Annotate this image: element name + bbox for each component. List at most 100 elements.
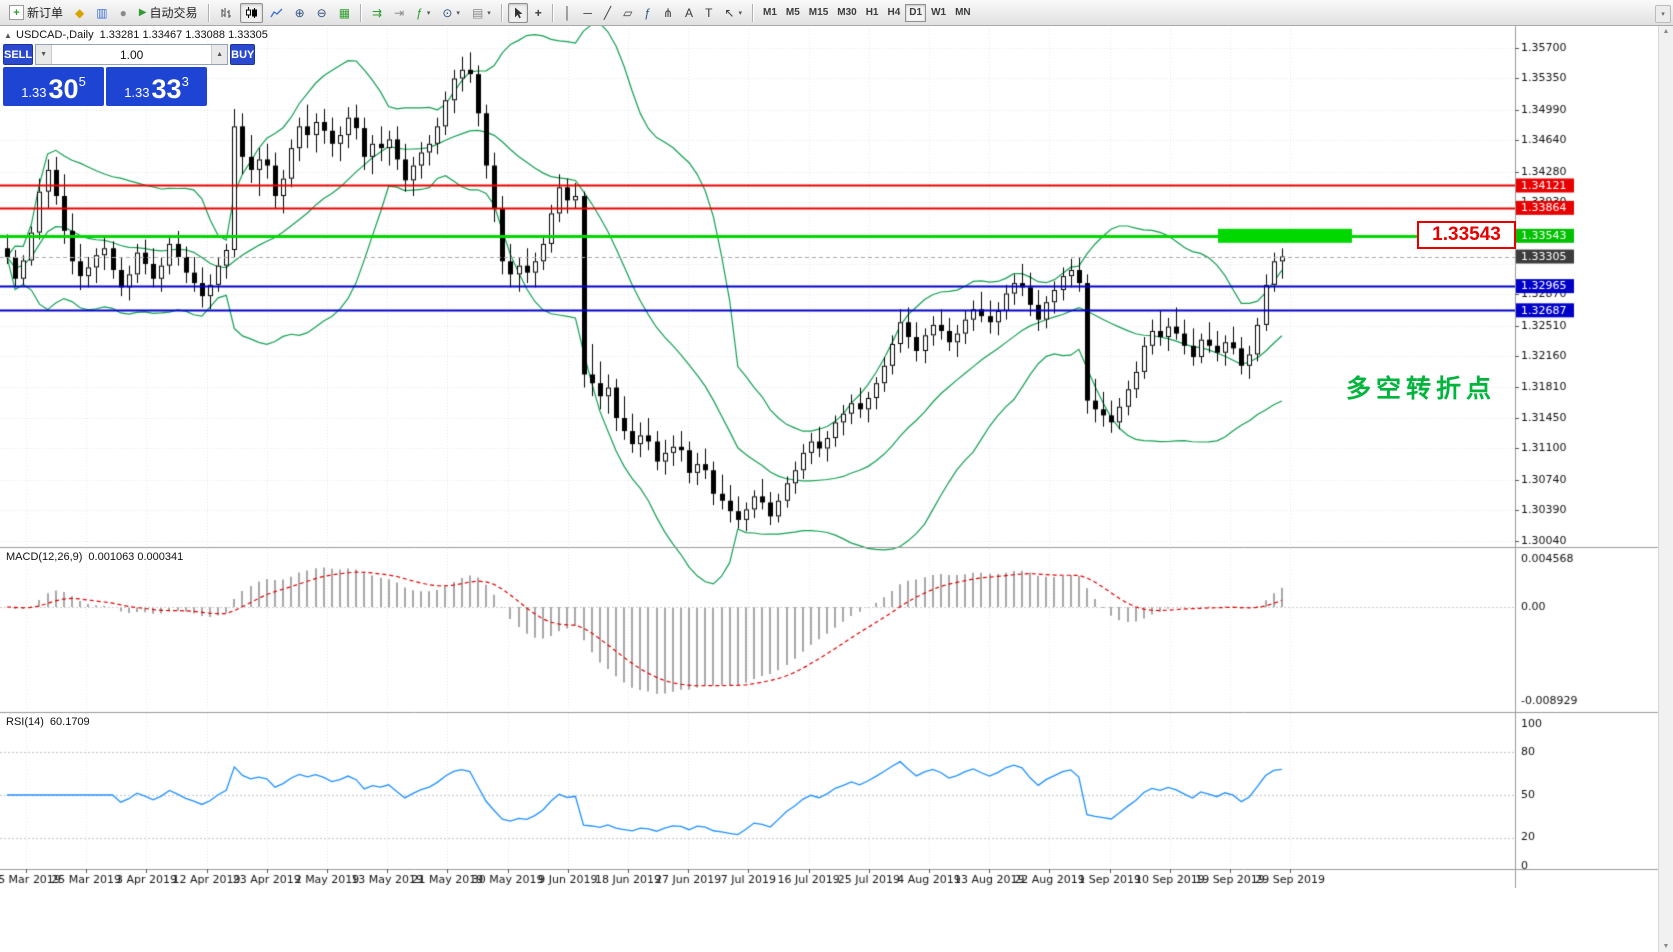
sell-price-big: 30 [48, 74, 79, 104]
trend-line-icon: ╱ [603, 5, 612, 20]
charts-button[interactable]: ▥ [91, 3, 112, 23]
fibonacci-tool-button[interactable]: ƒ [639, 3, 656, 23]
auto-scroll-button[interactable]: ⇉ [367, 3, 387, 23]
line-chart-type-button[interactable] [265, 3, 288, 23]
timeframe-W1[interactable]: W1 [927, 4, 950, 22]
cursor-icon [514, 7, 523, 18]
zoom-in-icon: ⊕ [294, 5, 305, 20]
metaeditor-button[interactable]: ◆ [70, 3, 89, 23]
vertical-scrollbar[interactable]: ▲ ▼ [1658, 26, 1673, 952]
line-chart-icon [270, 8, 283, 17]
rsi-value: 60.1709 [49, 716, 90, 728]
volume-input[interactable] [52, 45, 212, 64]
label-tool-button[interactable]: T [700, 3, 717, 23]
auto-trading-play-icon: ▶ [138, 6, 147, 18]
new-order-button[interactable]: + 新订单 [4, 3, 68, 23]
tile-windows-icon: ▦ [338, 5, 351, 20]
channel-icon: ▱ [623, 5, 633, 20]
cursor-button[interactable] [507, 2, 528, 23]
bar-chart-type-button[interactable] [215, 3, 238, 23]
periods-button[interactable]: ⊙ ▾ [437, 3, 465, 23]
sell-price-sup: 5 [78, 74, 86, 89]
timeframe-M5[interactable]: M5 [782, 4, 804, 22]
timeframe-MN[interactable]: MN [951, 4, 975, 22]
periods-clock-icon: ⊙ [442, 5, 453, 20]
macd-panel-label: MACD(12,26,9) 0.001063 0.000341 [6, 551, 183, 563]
crosshair-button[interactable]: + [530, 3, 547, 23]
pitchfork-tool-button[interactable]: ⋔ [658, 3, 678, 23]
charts-icon: ▥ [96, 5, 108, 20]
arrows-tool-button[interactable]: ↖ ▾ [719, 3, 747, 23]
buy-button[interactable]: BUY [230, 44, 256, 65]
rsi-panel-label: RSI(14) 60.1709 [6, 716, 90, 728]
timeframe-D1[interactable]: D1 [905, 3, 927, 22]
dropdown-arrow-icon: ▾ [487, 9, 491, 17]
buy-price-big: 33 [151, 74, 182, 104]
toolbar-separator [500, 3, 503, 22]
chart-shift-button[interactable]: ⇥ [389, 3, 409, 23]
turning-point-annotation: 多空转折点 [1346, 375, 1497, 403]
symbol-period-label: USDCAD-,Daily [16, 29, 94, 41]
volume-spinner: ▼ ▲ [35, 44, 229, 65]
crosshair-icon: + [534, 5, 542, 20]
vertical-line-tool-button[interactable]: │ [559, 3, 577, 23]
buy-price-base: 1.33 [124, 85, 150, 100]
toolbar-separator [360, 3, 363, 22]
one-click-collapse-arrow[interactable]: ▲ [4, 31, 12, 40]
text-tool-icon: A [685, 5, 694, 20]
buy-price-sup: 3 [181, 74, 189, 89]
one-click-trading-panel: SELL ▼ ▲ BUY 1.33 30 5 1.33 33 3 [3, 44, 256, 106]
rsi-name: RSI(14) [6, 716, 44, 728]
scroll-down-icon[interactable]: ▼ [1662, 943, 1670, 950]
toolbar-overflow-button[interactable]: ▾ [1655, 5, 1671, 23]
macd-values: 0.001063 0.000341 [88, 551, 184, 563]
indicators-button[interactable]: ƒ ▾ [411, 3, 435, 23]
dropdown-arrow-icon: ▾ [426, 9, 431, 17]
arrows-tool-icon: ↖ [724, 5, 735, 20]
auto-trading-label: 自动交易 [149, 6, 198, 20]
timeframe-M15[interactable]: M15 [805, 4, 832, 22]
timeframe-group: M1 M5 M15 M30 H1 H4 D1 W1 MN [759, 3, 975, 22]
text-tool-button[interactable]: A [680, 3, 698, 23]
volume-up-button[interactable]: ▲ [211, 45, 228, 64]
templates-button[interactable]: ▤ ▾ [467, 3, 496, 23]
metaeditor-icon: ◆ [75, 5, 85, 20]
horizontal-line-icon: ─ [583, 5, 592, 20]
bar-chart-icon [221, 7, 231, 18]
templates-icon: ▤ [471, 5, 484, 20]
toolbar-separator [751, 3, 754, 22]
vertical-line-icon: │ [563, 5, 572, 20]
timeframe-H4[interactable]: H4 [884, 4, 905, 22]
buy-price-button[interactable]: 1.33 33 3 [106, 67, 207, 106]
timeframe-M1[interactable]: M1 [759, 4, 781, 22]
chart-shift-icon: ⇥ [394, 5, 405, 20]
zoom-in-button[interactable]: ⊕ [290, 3, 310, 23]
auto-trading-button[interactable]: ▶ 自动交易 [134, 3, 203, 23]
channel-tool-button[interactable]: ▱ [618, 3, 637, 23]
sell-button[interactable]: SELL [3, 44, 34, 65]
timeframe-M30[interactable]: M30 [833, 4, 860, 22]
label-tool-icon: T [705, 5, 713, 20]
pitchfork-icon: ⋔ [662, 5, 674, 20]
market-watch-icon: ● [119, 5, 127, 20]
sell-price-button[interactable]: 1.33 30 5 [3, 67, 104, 106]
price-level-callout[interactable]: 1.33543 [1417, 221, 1516, 249]
macd-name: MACD(12,26,9) [6, 551, 83, 563]
dropdown-arrow-icon: ▾ [456, 9, 460, 17]
timeframe-H1[interactable]: H1 [862, 4, 883, 22]
zoom-out-button[interactable]: ⊖ [312, 3, 332, 23]
candlestick-chart-type-button[interactable] [239, 2, 263, 23]
toolbar-separator [551, 3, 554, 22]
horizontal-line-tool-button[interactable]: ─ [578, 3, 597, 23]
scroll-up-icon[interactable]: ▲ [1662, 28, 1670, 35]
tile-windows-button[interactable]: ▦ [334, 3, 355, 23]
market-watch-button[interactable]: ● [115, 3, 132, 23]
volume-down-button[interactable]: ▼ [36, 45, 53, 64]
auto-scroll-icon: ⇉ [372, 5, 383, 20]
trend-line-tool-button[interactable]: ╱ [599, 3, 616, 23]
ohlc-values: 1.33281 1.33467 1.33088 1.33305 [99, 29, 268, 41]
dropdown-arrow-icon: ▾ [738, 9, 742, 17]
zoom-out-icon: ⊖ [316, 5, 327, 20]
toolbar-separator [207, 3, 210, 22]
